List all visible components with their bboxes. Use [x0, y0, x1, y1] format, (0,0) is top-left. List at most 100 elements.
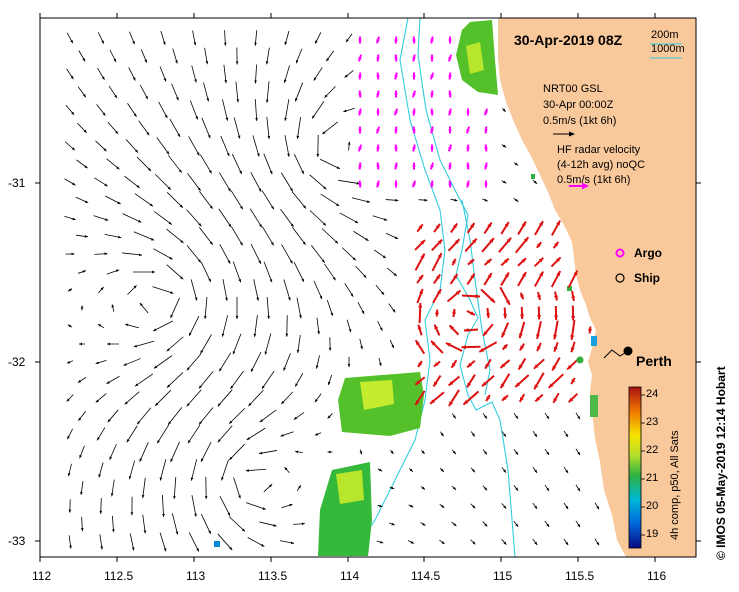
hf-radar-arrow	[548, 373, 564, 389]
hf-radar-arrow	[450, 359, 458, 369]
model-arrow	[390, 449, 394, 455]
model-arrow	[139, 84, 149, 100]
model-arrow	[293, 412, 305, 420]
model-arrow	[451, 521, 457, 527]
model-arrow	[372, 215, 388, 221]
model-arrow	[319, 158, 341, 170]
hf-radar-arrow	[571, 305, 576, 321]
model-arrow	[482, 198, 488, 202]
model-arrow	[563, 538, 569, 546]
model-arrow	[134, 373, 154, 387]
model-arrow	[109, 444, 117, 460]
hf-radar-arrow	[514, 374, 530, 388]
model-arrow	[130, 496, 134, 516]
model-arrow	[233, 477, 241, 499]
model-arrow	[248, 389, 264, 407]
hf-radar-arrow	[571, 290, 576, 302]
isobath-coastal	[461, 199, 491, 396]
hf-radar-arrow	[414, 253, 426, 271]
model-arrow	[420, 522, 426, 526]
model-arrow	[285, 315, 289, 337]
model-arrow	[95, 393, 107, 403]
model-arrow-magenta	[411, 180, 417, 188]
hf-radar-arrow	[536, 291, 542, 301]
hf-radar-arrow	[461, 345, 481, 350]
hf-radar-arrow	[481, 237, 495, 253]
model-arrow-magenta	[430, 144, 434, 152]
model-arrow	[191, 65, 197, 83]
model-arrow	[78, 411, 86, 421]
model-date: 30-Apr 00:00Z	[543, 99, 614, 111]
model-arrow-magenta	[412, 108, 416, 116]
colorbar-tick-23: 23	[646, 416, 659, 428]
model-arrow	[235, 81, 240, 103]
model-arrow-magenta	[394, 36, 398, 44]
model-arrow	[129, 31, 135, 45]
legend-ship-label: Ship	[634, 271, 660, 285]
model-arrow-magenta	[483, 108, 489, 116]
model-arrow-magenta	[393, 108, 399, 116]
model-arrow	[563, 502, 569, 510]
model-arrow	[283, 65, 291, 83]
model-arrow-magenta	[448, 36, 452, 44]
radar-subtitle: (4-12h avg) noQC	[557, 159, 646, 171]
model-arrow	[482, 449, 488, 455]
model-arrow	[221, 315, 229, 337]
model-arrow	[127, 285, 137, 295]
model-arrow	[107, 409, 119, 423]
model-arrow	[575, 484, 581, 492]
model-arrow	[204, 476, 208, 500]
model-arrow	[233, 117, 241, 139]
hf-radar-arrow	[466, 374, 476, 388]
model-arrow	[154, 389, 172, 407]
model-arrow	[77, 86, 87, 98]
model-arrow	[594, 502, 600, 510]
model-arrow	[316, 134, 320, 158]
model-arrow	[65, 252, 75, 256]
model-arrow-magenta	[447, 144, 453, 152]
model-arrow	[388, 303, 396, 313]
colorbar-label: 4h comp, p50, All Sats	[669, 430, 681, 540]
model-arrow	[156, 137, 170, 155]
hf-radar-arrow	[500, 257, 510, 267]
model-arrow	[67, 428, 73, 440]
model-arrow	[235, 47, 239, 65]
isobath-200m	[417, 17, 516, 558]
model-arrow	[313, 280, 323, 300]
model-arrow	[136, 156, 152, 172]
legend-argo-label: Argo	[634, 246, 662, 260]
model-arrow-magenta	[466, 144, 470, 152]
model-arrow	[229, 443, 245, 461]
argo-float-marker	[576, 356, 584, 364]
model-arrow	[99, 498, 103, 514]
model-arrow	[231, 153, 243, 175]
model-arrow	[341, 247, 357, 261]
model-arrow	[245, 468, 267, 472]
model-arrow	[219, 244, 231, 264]
model-arrow	[159, 459, 167, 481]
model-arrow	[280, 431, 294, 437]
model-arrow	[501, 180, 507, 184]
model-arrow-magenta	[412, 72, 416, 80]
model-arrow	[470, 539, 476, 545]
hf-radar-arrow	[414, 390, 426, 406]
model-arrow	[166, 228, 184, 244]
model-arrow	[501, 503, 507, 509]
model-arrow	[347, 141, 351, 151]
model-arrow	[295, 450, 303, 454]
model-arrow	[153, 355, 173, 369]
model-arrow	[97, 32, 105, 44]
model-arrow-magenta	[376, 180, 380, 188]
model-arrow	[321, 228, 339, 244]
model-arrow	[324, 263, 336, 281]
x-tick-115-5: 115.5	[565, 569, 595, 583]
model-arrow	[110, 479, 115, 497]
hf-radar-arrow	[451, 308, 456, 318]
model-arrow	[351, 197, 371, 203]
model-arrow	[99, 534, 104, 550]
model-arrow	[95, 360, 107, 365]
model-arrow	[171, 513, 179, 535]
model-arrow	[513, 521, 519, 527]
y-tick-minus32: -32	[8, 355, 26, 369]
model-arrow-magenta	[358, 180, 362, 188]
